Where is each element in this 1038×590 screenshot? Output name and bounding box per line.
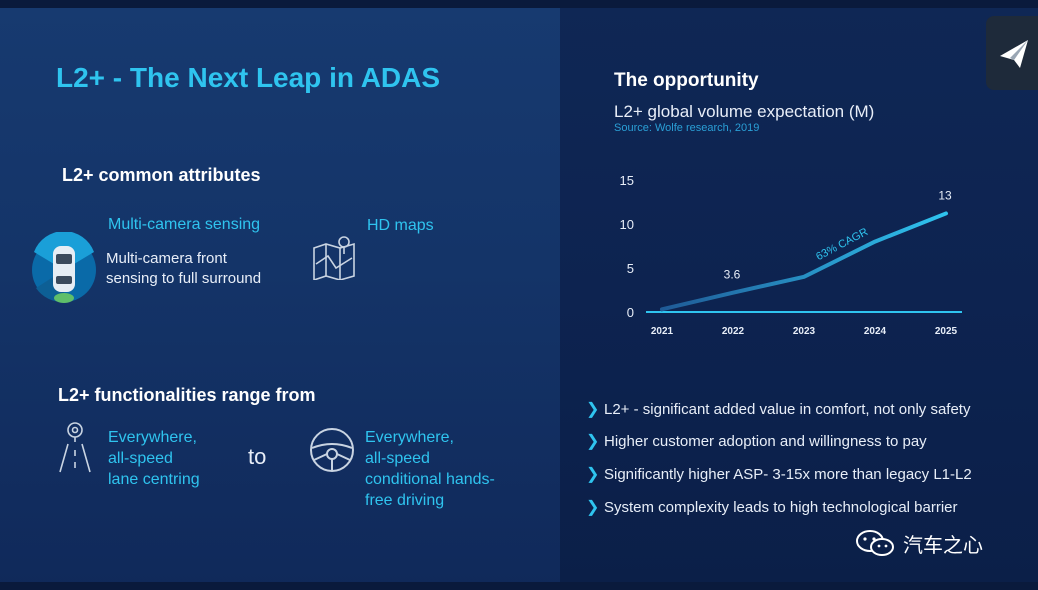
attr-multicamera-title: Multi-camera sensing (108, 216, 261, 233)
functionalities-heading: L2+ functionalities range from (58, 385, 316, 405)
bullet-text-4: System complexity leads to high technolo… (604, 498, 958, 516)
watermark: 汽车之心 (855, 528, 983, 558)
attr-hdmaps-title: HD maps (367, 217, 434, 234)
hd-map-icon (312, 234, 358, 285)
bullet-arrow-icon: ❯ (586, 401, 600, 418)
steering-wheel-icon (308, 426, 356, 479)
func-lane-line1: Everywhere, (108, 429, 197, 446)
left-panel (0, 0, 560, 590)
func-lane-line3: lane centring (108, 471, 200, 488)
bullet-text-1: L2+ - significant added value in comfort… (604, 400, 971, 418)
attributes-heading: L2+ common attributes (62, 165, 261, 185)
x-tick-label: 2022 (722, 326, 745, 337)
chart-subtitle: L2+ global volume expectation (M) (614, 102, 875, 121)
func-handsfree-line1: Everywhere, (365, 429, 454, 446)
y-tick-label: 5 (627, 261, 634, 276)
bullet-item-1: ❯ L2+ - significant added value in comfor… (586, 399, 970, 419)
page-title: L2+ - The Next Leap in ADAS (56, 62, 441, 93)
x-tick-label: 2021 (651, 326, 674, 337)
share-button[interactable] (986, 16, 1038, 90)
to-label: to (248, 444, 267, 469)
bottom-strip (0, 582, 1038, 590)
bullet-item-4: ❯ System complexity leads to high technol… (586, 497, 958, 517)
y-tick-label: 0 (627, 305, 634, 320)
x-tick-label: 2024 (864, 326, 887, 337)
bullet-arrow-icon: ❯ (586, 466, 600, 483)
bullet-text-3: Significantly higher ASP- 3-15x more tha… (604, 465, 972, 483)
watermark-text: 汽车之心 (903, 534, 983, 557)
lane-centring-icon (58, 420, 92, 479)
car-sensing-icon (26, 231, 102, 309)
chart-source: Source: Wolfe research, 2019 (614, 122, 760, 134)
bullet-item-2: ❯ Higher customer adoption and willingnes… (586, 431, 927, 451)
data-label: 3.6 (724, 268, 741, 282)
top-strip (0, 0, 1038, 8)
y-tick-label: 15 (620, 173, 634, 188)
right-panel (560, 0, 1038, 590)
x-tick-label: 2023 (793, 326, 816, 337)
func-lane-line2: all-speed (108, 450, 173, 467)
func-handsfree-line4: free driving (365, 492, 445, 509)
y-tick-label: 10 (620, 217, 634, 232)
opportunity-heading: The opportunity (614, 70, 759, 91)
bullet-text-2: Higher customer adoption and willingness… (604, 432, 927, 450)
bullet-item-3: ❯ Significantly higher ASP- 3-15x more th… (586, 464, 972, 484)
bullet-arrow-icon: ❯ (586, 433, 600, 450)
wechat-icon (856, 530, 894, 556)
func-handsfree-line3: conditional hands- (365, 471, 495, 488)
data-label: 13 (938, 188, 952, 202)
series-line (660, 211, 948, 312)
paper-plane-icon (1000, 40, 1028, 68)
bullet-arrow-icon: ❯ (586, 499, 600, 516)
x-tick-label: 2025 (935, 326, 958, 337)
func-handsfree-line2: all-speed (365, 450, 430, 467)
attr-multicamera-desc-line2: sensing to full surround (106, 270, 262, 287)
attr-multicamera-desc-line1: Multi-camera front (106, 250, 227, 267)
